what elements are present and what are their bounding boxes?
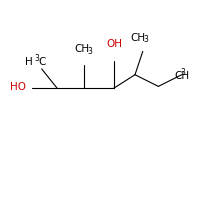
- Text: CH: CH: [130, 33, 145, 43]
- Text: C: C: [39, 57, 46, 67]
- Text: CH: CH: [174, 71, 189, 81]
- Text: 3: 3: [87, 47, 92, 56]
- Text: H: H: [25, 57, 33, 67]
- Text: 3: 3: [144, 35, 149, 44]
- Text: 3: 3: [34, 54, 39, 63]
- Text: 3: 3: [181, 68, 186, 77]
- Text: HO: HO: [10, 82, 26, 92]
- Text: CH: CH: [74, 44, 89, 54]
- Text: OH: OH: [107, 39, 123, 49]
